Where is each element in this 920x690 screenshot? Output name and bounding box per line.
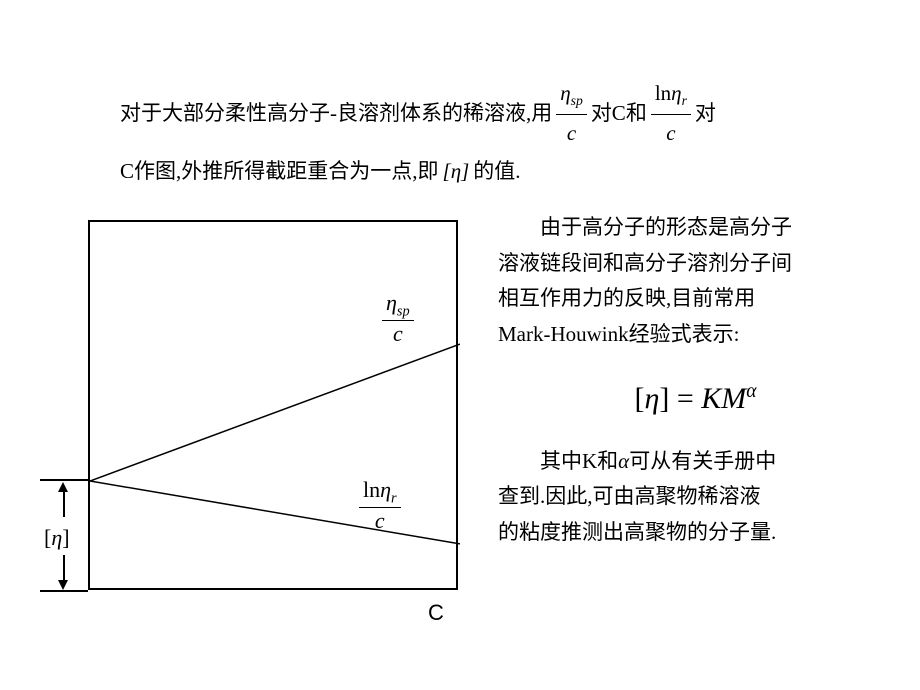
text-1: 对于大部分柔性高分子-良溶剂体系的稀溶液,用 xyxy=(120,95,552,133)
upper-line-label: ηsp c xyxy=(378,290,418,347)
lower-line-label: lnηr c xyxy=(355,477,405,534)
line2-b: 的值. xyxy=(473,153,520,191)
text-3: 对 xyxy=(695,95,716,133)
frac-ln-eta-r-over-c: lnηr c xyxy=(651,75,691,153)
upper-line-eta-sp xyxy=(90,344,460,481)
eta-intercept-label: [[η]η] xyxy=(44,525,70,551)
line2-eta: [η] xyxy=(443,153,470,191)
mark-houwink-equation: [η] = KMα xyxy=(498,381,893,416)
graph-plot-box: ηsp c lnηr c xyxy=(88,220,458,590)
right-text-block: 由于高分子的形态是高分子 溶液链段间和高分子溶剂分子间 相互作用力的反映,目前常… xyxy=(498,210,893,551)
c-axis-label: C xyxy=(428,600,444,626)
right-para-1: 由于高分子的形态是高分子 溶液链段间和高分子溶剂分子间 相互作用力的反映,目前常… xyxy=(498,210,893,353)
arrow-shaft-up xyxy=(63,491,65,517)
frac1-den: c xyxy=(563,115,580,153)
frac1-num: ηsp xyxy=(556,75,587,115)
top-line-2: C作图,外推所得截距重合为一点,即 [η] 的值. xyxy=(120,153,900,191)
top-line-1: 对于大部分柔性高分子-良溶剂体系的稀溶液,用 ηsp c 对C和 lnηr c … xyxy=(120,75,900,153)
right-para-2: 其中K和α可从有关手册中 查到.因此,可由高聚物稀溶液 的粘度推测出高聚物的分子… xyxy=(498,444,893,551)
line2-a: C作图,外推所得截距重合为一点,即 xyxy=(120,153,439,191)
arrow-down-icon xyxy=(58,580,68,590)
arrow-shaft-down xyxy=(63,555,65,581)
frac-eta-sp-over-c: ηsp c xyxy=(556,75,587,153)
intercept-marker-bottom xyxy=(40,590,88,592)
intercept-marker-top xyxy=(40,479,88,481)
top-paragraph: 对于大部分柔性高分子-良溶剂体系的稀溶液,用 ηsp c 对C和 lnηr c … xyxy=(120,75,900,190)
graph-lines-svg xyxy=(90,222,460,592)
frac2-num: lnηr xyxy=(651,75,691,115)
text-2: 对C和 xyxy=(591,95,647,133)
viscosity-extrapolation-graph: [[η]η] ηsp c lnηr c C xyxy=(20,220,480,640)
frac2-den: c xyxy=(662,115,679,153)
